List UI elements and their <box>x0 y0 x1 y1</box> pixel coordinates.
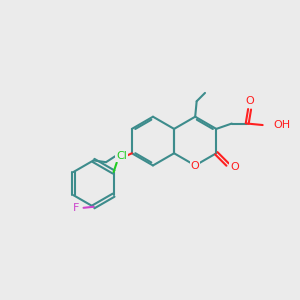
Text: OH: OH <box>273 120 290 130</box>
Text: O: O <box>230 162 239 172</box>
Text: Cl: Cl <box>116 151 127 160</box>
Text: F: F <box>73 203 80 213</box>
Text: O: O <box>245 96 254 106</box>
Text: O: O <box>117 151 126 160</box>
Text: O: O <box>191 161 200 171</box>
